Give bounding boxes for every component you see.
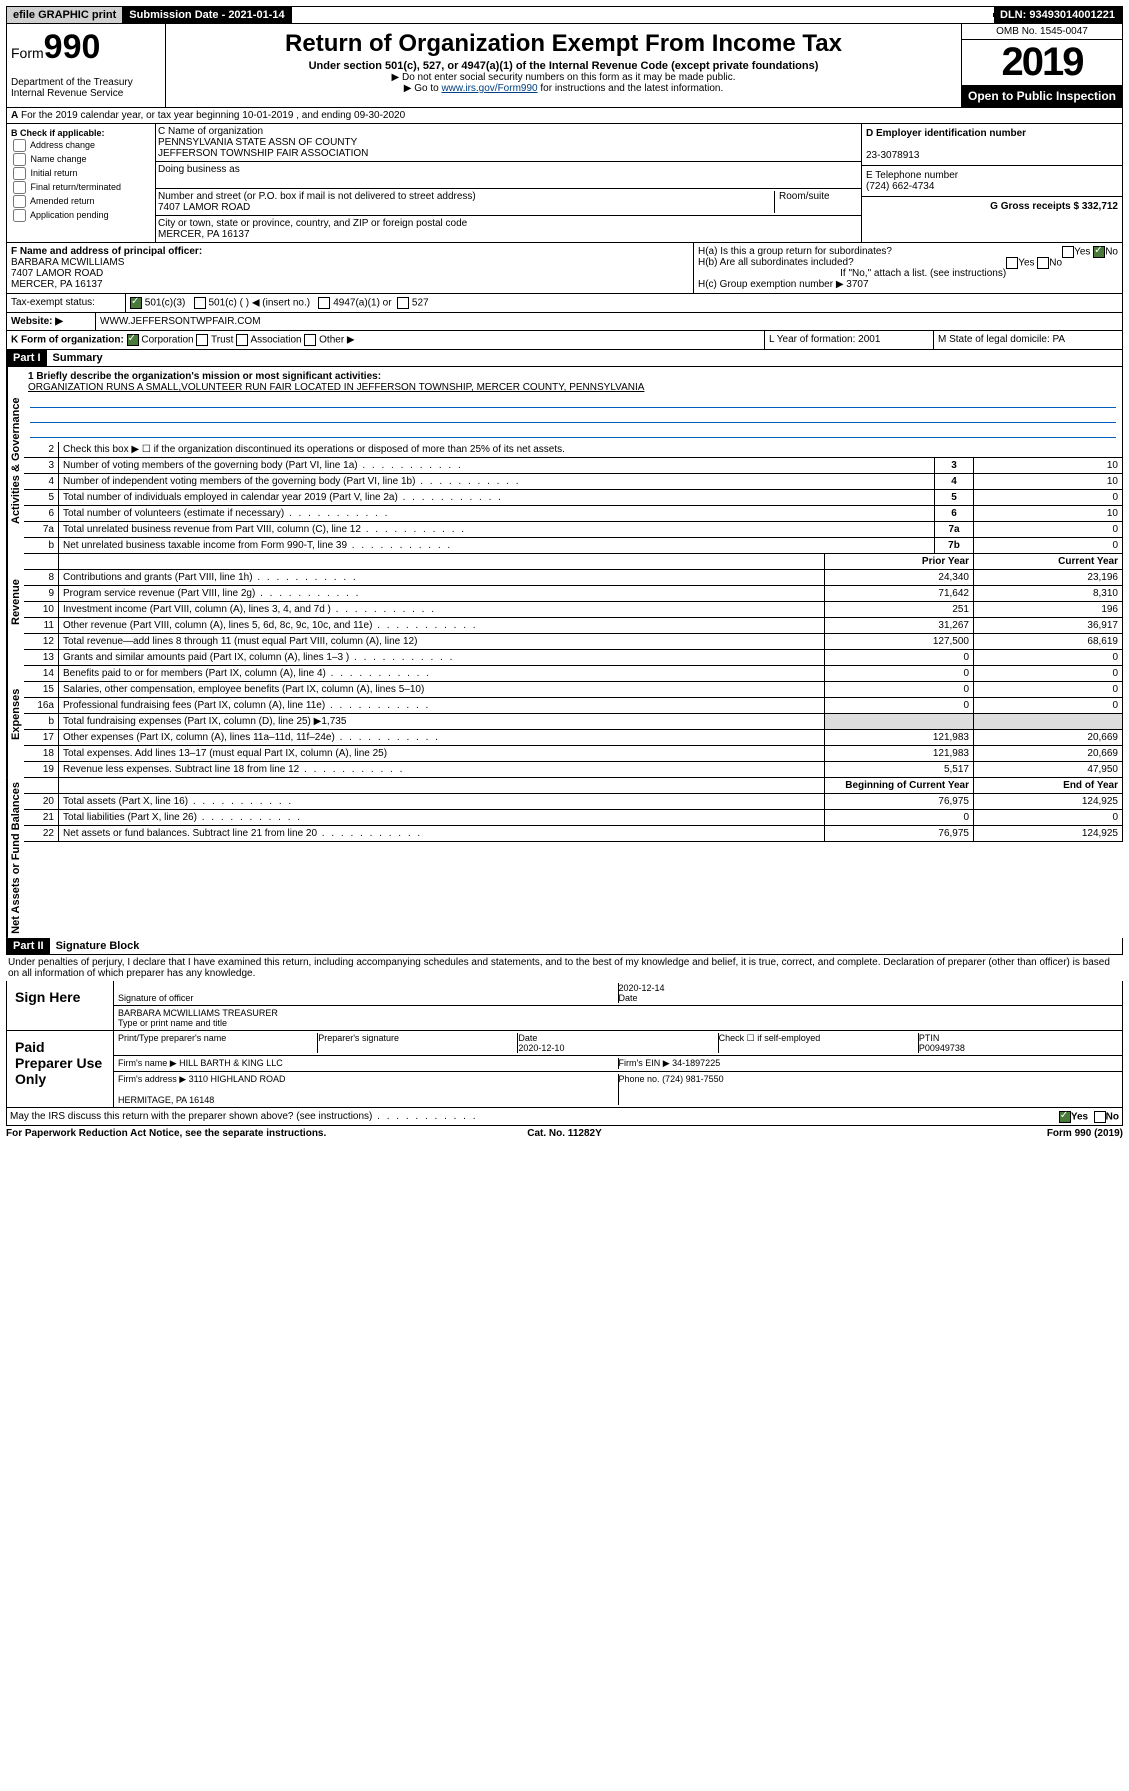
row-f-h: F Name and address of principal officer:… xyxy=(6,243,1123,294)
row-tax-status: Tax-exempt status: 501(c)(3) 501(c) ( ) … xyxy=(6,294,1123,313)
paid-preparer: Paid Preparer Use Only xyxy=(7,1031,114,1107)
net-table: Beginning of Current YearEnd of Year 20T… xyxy=(24,778,1123,842)
discuss-row: May the IRS discuss this return with the… xyxy=(6,1108,1123,1126)
expenses-table: 13Grants and similar amounts paid (Part … xyxy=(24,650,1123,778)
submission-date: Submission Date - 2021-01-14 xyxy=(123,7,291,23)
part2-header: Part II Signature Block xyxy=(6,938,1123,955)
declaration: Under penalties of perjury, I declare th… xyxy=(6,955,1123,981)
group-governance: Activities & Governance xyxy=(7,367,24,554)
q1: 1 Briefly describe the organization's mi… xyxy=(24,367,1123,442)
officer: BARBARA MCWILLIAMS 7407 LAMOR ROAD MERCE… xyxy=(11,257,124,290)
year-formation: L Year of formation: 2001 xyxy=(765,331,934,349)
identity-section: B Check if applicable: Address change Na… xyxy=(6,124,1123,243)
irs-link[interactable]: www.irs.gov/Form990 xyxy=(441,83,537,94)
group-net: Net Assets or Fund Balances xyxy=(7,778,24,938)
note-link: ▶ Go to www.irs.gov/Form990 for instruct… xyxy=(170,83,957,94)
form-number: Form990 xyxy=(11,28,161,67)
form-subtitle: Under section 501(c), 527, or 4947(a)(1)… xyxy=(170,60,957,72)
open-inspection: Open to Public Inspection xyxy=(962,85,1122,107)
group-expenses: Expenses xyxy=(7,650,24,778)
firm-phone: (724) 981-7550 xyxy=(662,1074,724,1084)
website-url: WWW.JEFFERSONTWPFAIR.COM xyxy=(96,313,265,330)
org-address: 7407 LAMOR ROAD xyxy=(158,202,250,213)
page-footer: For Paperwork Reduction Act Notice, see … xyxy=(6,1126,1123,1141)
state-domicile: M State of legal domicile: PA xyxy=(934,331,1122,349)
signature-block: Sign Here Signature of officer2020-12-14… xyxy=(6,981,1123,1108)
gross-receipts: G Gross receipts $ 332,712 xyxy=(990,201,1118,212)
omb-number: OMB No. 1545-0047 xyxy=(962,24,1122,40)
chk-pending[interactable]: Application pending xyxy=(11,209,151,222)
part1-header: Part I Summary xyxy=(6,350,1123,367)
governance-table: 2Check this box ▶ ☐ if the organization … xyxy=(24,442,1123,554)
ptin: P00949738 xyxy=(919,1043,965,1053)
line-a-period: A For the 2019 calendar year, or tax yea… xyxy=(6,108,1123,124)
chk-final[interactable]: Final return/terminated xyxy=(11,181,151,194)
chk-initial[interactable]: Initial return xyxy=(11,167,151,180)
efile-label[interactable]: efile GRAPHIC print xyxy=(7,7,123,23)
dln: DLN: 93493014001221 xyxy=(994,7,1122,23)
box-c: C Name of organizationPENNSYLVANIA STATE… xyxy=(156,124,861,242)
chk-amended[interactable]: Amended return xyxy=(11,195,151,208)
org-name: PENNSYLVANIA STATE ASSN OF COUNTY JEFFER… xyxy=(158,137,368,159)
group-revenue: Revenue xyxy=(7,554,24,650)
ein: 23-3078913 xyxy=(866,150,919,161)
org-city: MERCER, PA 16137 xyxy=(158,229,250,240)
note-ssn: ▶ Do not enter social security numbers o… xyxy=(170,72,957,83)
box-d-e-g: D Employer identification number23-30789… xyxy=(861,124,1122,242)
firm-name: HILL BARTH & KING LLC xyxy=(179,1058,283,1068)
chk-name[interactable]: Name change xyxy=(11,153,151,166)
row-website: Website: ▶ WWW.JEFFERSONTWPFAIR.COM xyxy=(6,313,1123,331)
tax-year: 2019 xyxy=(962,40,1122,85)
telephone: (724) 662-4734 xyxy=(866,181,934,192)
sign-here: Sign Here xyxy=(7,981,114,1030)
group-exemption: H(c) Group exemption number ▶ 3707 xyxy=(698,279,1118,290)
chk-address[interactable]: Address change xyxy=(11,139,151,152)
revenue-table: Prior YearCurrent Year 8Contributions an… xyxy=(24,554,1123,650)
top-bar: efile GRAPHIC print Submission Date - 20… xyxy=(6,6,1123,24)
department: Department of the Treasury Internal Reve… xyxy=(11,77,161,99)
officer-name: BARBARA MCWILLIAMS TREASURER xyxy=(118,1008,278,1018)
firm-ein: 34-1897225 xyxy=(672,1058,720,1068)
box-b: B Check if applicable: Address change Na… xyxy=(7,124,156,242)
row-k: K Form of organization: Corporation Trus… xyxy=(6,331,1123,350)
form-header: Form990 Department of the Treasury Inter… xyxy=(6,24,1123,108)
form-title: Return of Organization Exempt From Incom… xyxy=(170,30,957,58)
